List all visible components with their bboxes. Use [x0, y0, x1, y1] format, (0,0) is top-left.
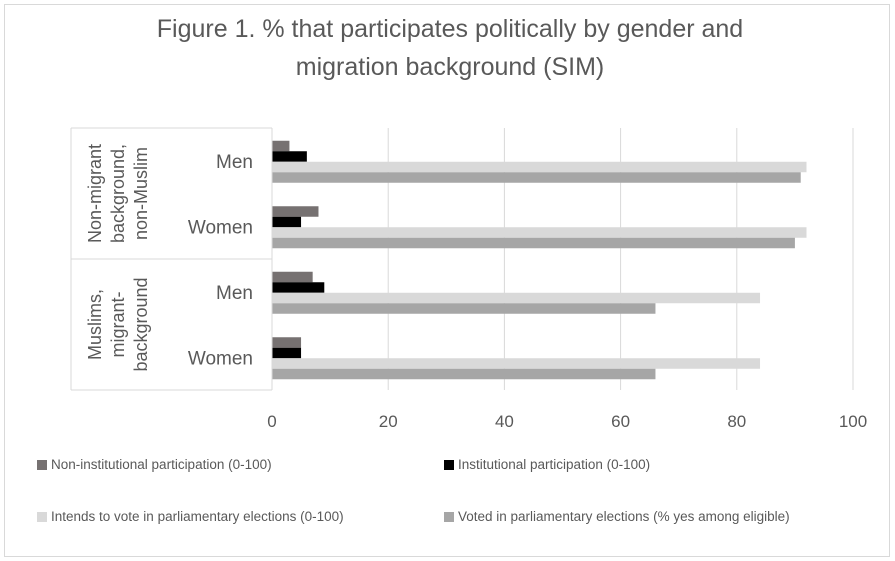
group-label-line: Non-migrant: [85, 144, 105, 243]
x-axis-ticks: 0 20 40 60 80 100: [267, 412, 867, 431]
legend-label: Non-institutional participation (0-100): [51, 457, 272, 472]
legend-swatch: [37, 460, 47, 470]
legend-swatch: [444, 512, 454, 522]
chart-title: Figure 1. % that participates politicall…: [157, 15, 743, 81]
bar: [272, 151, 307, 162]
bar: [272, 206, 319, 217]
legend-swatch: [37, 512, 47, 522]
legend-label: Institutional participation (0-100): [458, 457, 650, 472]
chart-frame: Figure 1. % that participates politicall…: [4, 4, 890, 557]
bar: [272, 292, 761, 304]
x-tick-label: 60: [611, 412, 630, 431]
bar: [272, 140, 290, 152]
chart-title-line-1: Figure 1. % that participates politicall…: [157, 15, 743, 43]
category-label: Women: [188, 217, 253, 238]
bar: [272, 347, 302, 359]
x-tick-label: 40: [495, 412, 514, 431]
category-label: Women: [188, 348, 253, 369]
legend-label: Intends to vote in parliamentary electio…: [51, 509, 344, 524]
bar: [272, 337, 302, 348]
x-tick-label: 100: [839, 412, 867, 431]
bar: [272, 227, 807, 238]
bar: [272, 368, 656, 380]
legend-swatch: [444, 460, 454, 470]
group-label-line: background,: [108, 144, 128, 243]
bar: [272, 303, 656, 314]
bar: [272, 358, 761, 369]
legend-label: Voted in parliamentary elections (% yes …: [458, 509, 790, 524]
group-label-line: non-Muslim: [131, 147, 151, 240]
category-label: Men: [216, 283, 253, 304]
bar: [272, 282, 325, 293]
bars: [272, 140, 807, 380]
x-tick-label: 80: [727, 412, 746, 431]
category-label: Men: [216, 152, 253, 173]
group-label: Non-migrant background, non-Muslim: [85, 144, 151, 243]
group-label-line: Muslims,: [85, 289, 105, 360]
group-label: Muslims, migrant-background: [85, 277, 151, 371]
x-tick-label: 0: [267, 412, 276, 431]
bar: [272, 172, 801, 183]
x-tick-label: 20: [379, 412, 398, 431]
bar: [272, 237, 795, 249]
group-label-line: migrant-: [108, 291, 128, 357]
chart-title-line-2: migration background (SIM): [296, 53, 604, 81]
group-label-line: background: [131, 277, 151, 371]
bar: [272, 161, 807, 173]
chart: Figure 1. % that participates politicall…: [37, 15, 867, 524]
bar: [272, 271, 313, 283]
category-axis: Non-migrant background, non-Muslim Men Women…: [70, 127, 273, 391]
legend: Non-institutional participation (0-100) I…: [37, 457, 790, 524]
bar: [272, 216, 302, 228]
